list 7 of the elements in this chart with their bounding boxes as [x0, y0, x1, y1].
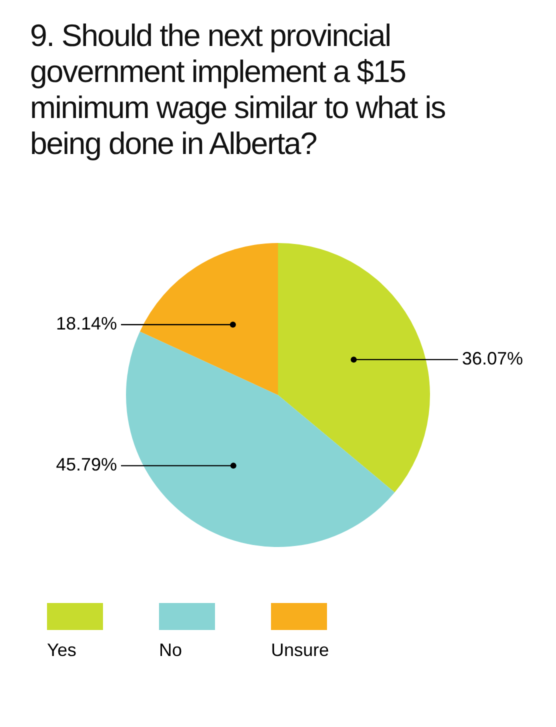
legend-label: Unsure — [271, 640, 330, 661]
data-label: 36.07% — [462, 348, 524, 369]
legend-label: Yes — [47, 640, 78, 661]
data-label: 45.79% — [56, 454, 117, 475]
legend-label: No — [159, 640, 184, 661]
data-label: 18.14% — [56, 314, 117, 334]
chart-title: 9. Should the next provincial government implement a $15 minimum wage similar to what is being done in Alberta? — [30, 18, 446, 162]
